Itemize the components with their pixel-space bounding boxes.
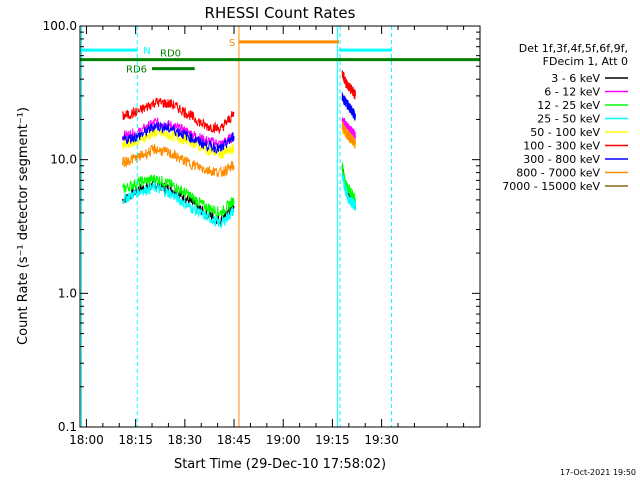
x-axis-label: Start Time (29-Dec-10 17:58:02) xyxy=(174,457,386,472)
legend-label-7: 800 - 7000 keV xyxy=(516,167,600,180)
x-tick-label-4: 19:00 xyxy=(266,433,301,447)
x-tick-label-5: 19:15 xyxy=(315,433,350,447)
series-line-1-seg-1 xyxy=(341,117,356,141)
series-line-2-seg-1 xyxy=(341,162,356,204)
x-tick-label-0: 18:00 xyxy=(69,433,104,447)
series-line-6-seg-0 xyxy=(122,121,235,154)
plot-timestamp: 17-Oct-2021 19:50 xyxy=(560,468,636,477)
y-axis-label: Count Rate (s⁻¹ detector segment⁻¹) xyxy=(16,107,31,345)
x-tick-label-1: 18:15 xyxy=(118,433,153,447)
series-line-3-seg-0 xyxy=(122,181,235,229)
series-line-5-seg-0 xyxy=(122,97,235,134)
series-line-3-seg-1 xyxy=(341,173,356,211)
data-layer xyxy=(122,70,356,229)
decimation-label-0: RD0 xyxy=(160,49,181,60)
y-tick-label-0: 0.1 xyxy=(58,420,77,434)
y-tick-label-3: 100.0 xyxy=(43,19,77,33)
legend-label-5: 100 - 300 keV xyxy=(523,140,600,153)
y-tick-label-1: 1.0 xyxy=(58,286,77,300)
night-label: N xyxy=(143,46,150,57)
x-tick-label-2: 18:30 xyxy=(168,433,203,447)
axes-layer: 18:00 18:15 18:30 18:45 19:00 19:15 19:30 0.1 1.… xyxy=(43,19,480,447)
legend: Det 1f,3f,4f,5f,6f,9f,FDecim 1, Att 0 3 -… xyxy=(502,42,628,193)
annotation-layer: S N RD0 RD6 xyxy=(80,26,480,427)
legend-label-8: 7000 - 15000 keV xyxy=(502,180,600,193)
series-line-7-seg-1 xyxy=(341,121,356,149)
attenuator-label: S xyxy=(229,38,235,49)
legend-header-0: Det 1f,3f,4f,5f,6f,9f, xyxy=(519,42,628,55)
decimation-label-1: RD6 xyxy=(126,65,147,76)
x-tick-label-6: 19:30 xyxy=(364,433,399,447)
x-tick-label-3: 18:45 xyxy=(217,433,252,447)
legend-label-6: 300 - 800 keV xyxy=(523,153,600,166)
legend-header-1: FDecim 1, Att 0 xyxy=(543,55,628,68)
legend-label-2: 12 - 25 keV xyxy=(537,99,600,112)
y-tick-label-2: 10.0 xyxy=(50,153,77,167)
legend-label-3: 25 - 50 keV xyxy=(537,113,600,126)
plot-frame xyxy=(79,25,481,428)
chart-title: RHESSI Count Rates xyxy=(205,4,356,22)
series-line-2-seg-0 xyxy=(122,174,235,218)
legend-label-0: 3 - 6 keV xyxy=(551,72,600,85)
series-line-6-seg-1 xyxy=(341,92,356,121)
series-line-7-seg-0 xyxy=(122,143,235,178)
series-line-5-seg-1 xyxy=(341,70,356,100)
legend-label-1: 6 - 12 keV xyxy=(544,86,600,99)
legend-label-4: 50 - 100 keV xyxy=(530,126,600,139)
